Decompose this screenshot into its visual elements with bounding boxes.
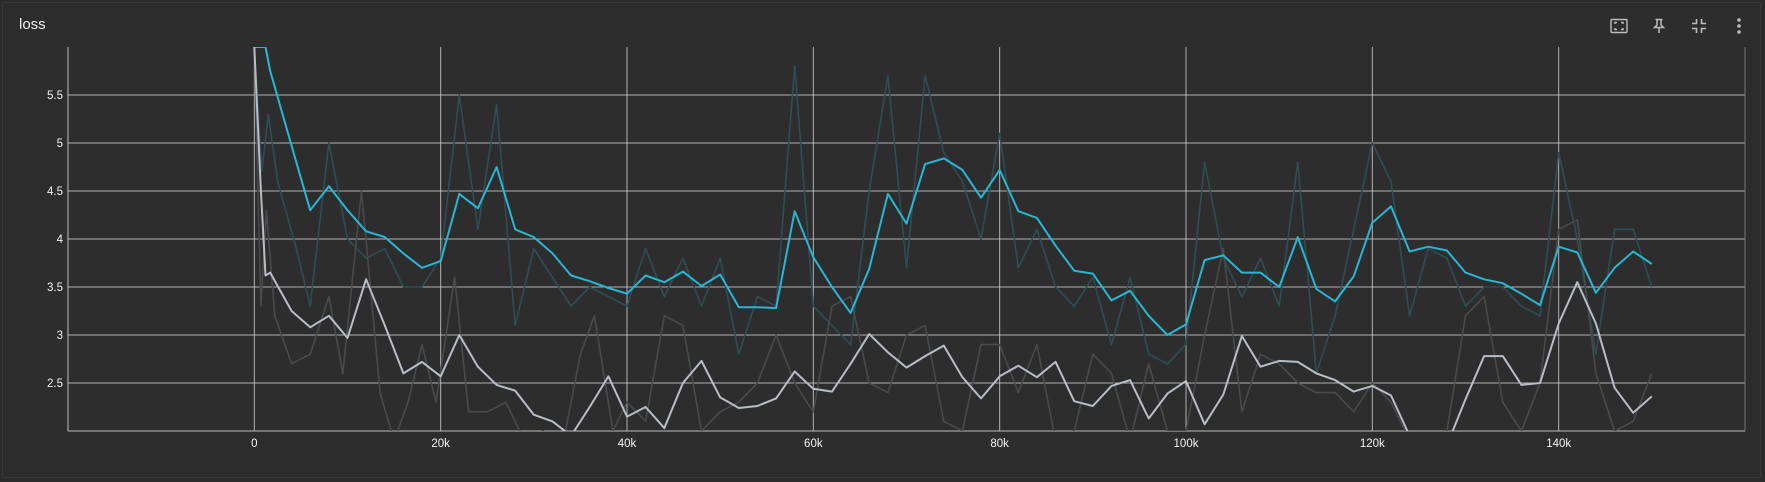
x-tick-label: 140k — [1546, 438, 1571, 450]
x-tick-label: 60k — [804, 438, 823, 450]
more-menu-button[interactable] — [1726, 13, 1752, 39]
collapse-icon — [1692, 19, 1706, 33]
series-line-2 — [254, 47, 1653, 336]
pin-icon — [1652, 18, 1666, 33]
fit-domain-icon — [1610, 18, 1628, 34]
y-tick-label: 5.5 — [47, 90, 63, 102]
more-vert-icon — [1737, 18, 1741, 34]
x-tick-label: 80k — [990, 438, 1009, 450]
x-tick-label: 40k — [618, 438, 637, 450]
fit-domain-button[interactable] — [1606, 13, 1632, 39]
card-toolbar — [1606, 13, 1752, 39]
x-tick-label: 20k — [431, 438, 450, 450]
collapse-button[interactable] — [1686, 13, 1712, 39]
series-line-0 — [253, 47, 1653, 375]
x-tick-label: 100k — [1174, 438, 1199, 450]
card-title: loss — [19, 16, 46, 33]
y-tick-label: 4 — [57, 234, 64, 246]
y-tick-label: 2.5 — [47, 378, 63, 390]
series-group — [253, 47, 1653, 431]
x-tick-label: 0 — [251, 438, 257, 450]
y-tick-label: 3 — [57, 330, 63, 342]
series-line-3 — [253, 47, 1653, 431]
x-tick-label: 120k — [1360, 438, 1385, 450]
series-line-1 — [253, 47, 1653, 431]
pin-button[interactable] — [1646, 13, 1672, 39]
y-tick-label: 5 — [57, 138, 63, 150]
y-tick-label: 4.5 — [47, 186, 63, 198]
y-tick-label: 3.5 — [47, 282, 63, 294]
